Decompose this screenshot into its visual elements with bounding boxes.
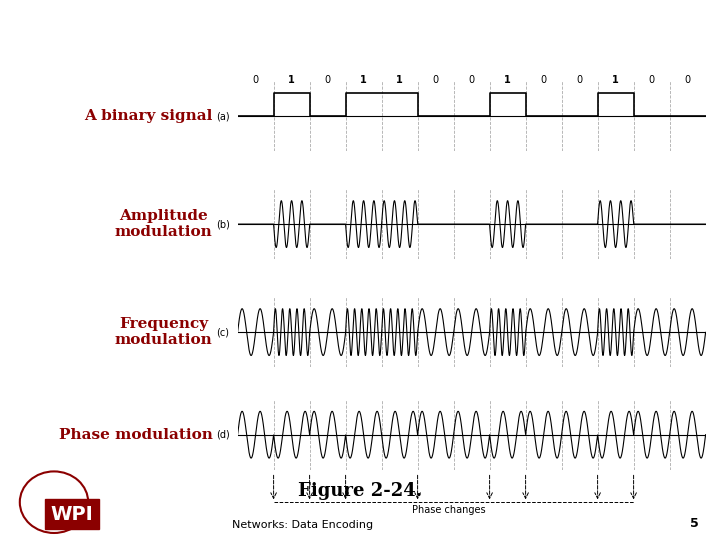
Text: Phase changes: Phase changes [413, 505, 486, 515]
Text: 0: 0 [469, 75, 474, 85]
Text: 1: 1 [396, 75, 403, 85]
Text: Figure 2-24.: Figure 2-24. [298, 482, 422, 500]
Text: 0: 0 [577, 75, 582, 85]
Text: Networks: Data Encoding: Networks: Data Encoding [232, 520, 373, 530]
Text: (c): (c) [216, 327, 229, 337]
Text: 1: 1 [612, 75, 619, 85]
Text: (b): (b) [216, 219, 230, 229]
Text: (a): (a) [216, 111, 230, 121]
Text: 5: 5 [690, 517, 698, 530]
Text: WPI: WPI [50, 505, 94, 524]
Text: A binary signal: A binary signal [84, 109, 212, 123]
Text: 0: 0 [685, 75, 690, 85]
Text: Amplitude
modulation: Amplitude modulation [114, 209, 212, 239]
Text: 0: 0 [253, 75, 258, 85]
Text: 0: 0 [649, 75, 654, 85]
Text: 0: 0 [433, 75, 438, 85]
Text: Frequency
modulation: Frequency modulation [114, 317, 212, 347]
Text: 0: 0 [325, 75, 330, 85]
Text: (d): (d) [216, 430, 230, 440]
Text: 0: 0 [541, 75, 546, 85]
Text: 1: 1 [288, 75, 295, 85]
Text: Phase modulation: Phase modulation [58, 428, 212, 442]
Text: 1: 1 [360, 75, 367, 85]
Text: 1: 1 [504, 75, 511, 85]
